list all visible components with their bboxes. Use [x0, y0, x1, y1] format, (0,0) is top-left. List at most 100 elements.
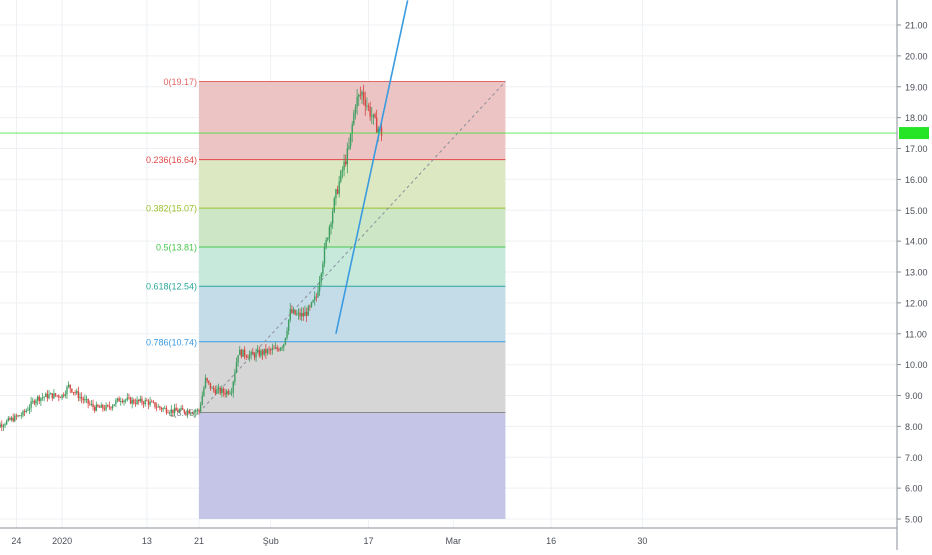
candle-body — [41, 397, 44, 399]
candle-body — [95, 404, 98, 411]
candle-body — [23, 411, 26, 413]
candle-body — [30, 401, 32, 408]
x-tick-label: Şub — [263, 536, 279, 546]
candle-body — [56, 395, 58, 397]
trendline[interactable] — [335, 0, 409, 334]
candle-body — [245, 355, 247, 358]
x-axis[interactable]: 24 2020 13 21 Şub 17 Mar 16 30 — [0, 527, 897, 546]
y-tick-label: 5.00 — [905, 515, 923, 525]
fib-zone-0.618 — [199, 286, 506, 342]
candle-body — [170, 409, 172, 413]
candle-body — [287, 319, 290, 331]
candle-body — [123, 400, 125, 403]
candle-body — [198, 409, 200, 412]
candle-body — [212, 387, 215, 390]
fib-zone-1 — [199, 412, 506, 519]
candle-body — [356, 97, 358, 108]
candle-body — [297, 312, 300, 315]
candle-body — [375, 117, 378, 133]
candle-body — [353, 112, 355, 125]
candle-body — [359, 94, 362, 96]
candle-body — [307, 306, 309, 316]
fib-level-label: 0.786(10.74) — [146, 337, 197, 347]
x-tick-label: Mar — [446, 536, 462, 546]
candle-body — [133, 399, 135, 404]
candle-body — [111, 405, 114, 409]
candle-body — [203, 387, 205, 396]
trend-line[interactable] — [335, 0, 409, 334]
candle-body — [214, 389, 216, 394]
candle-body — [190, 413, 192, 414]
candle-body — [253, 353, 256, 358]
candle-body — [195, 411, 197, 412]
candle-body — [294, 310, 296, 315]
candle-body — [209, 382, 212, 389]
candle-body — [341, 169, 344, 172]
candle-body — [235, 362, 238, 373]
candle-body — [283, 344, 285, 348]
candle-body — [74, 392, 76, 393]
candle-body — [136, 399, 138, 404]
candle-body — [276, 347, 278, 350]
candle-body — [14, 415, 16, 422]
candle-body — [258, 350, 261, 356]
candle-body — [369, 106, 371, 117]
candle-body — [265, 348, 267, 354]
candle-body — [340, 171, 342, 182]
candles — [0, 84, 383, 432]
candle-body — [305, 311, 308, 316]
candle-body — [36, 396, 39, 401]
candle-body — [248, 354, 251, 358]
candle-body — [261, 350, 264, 355]
candle-body — [116, 398, 119, 401]
candle-body — [92, 403, 94, 408]
candle-body — [87, 398, 89, 404]
candle-body — [178, 410, 181, 413]
candle-body — [221, 388, 223, 394]
candle-body — [372, 114, 375, 117]
candle-body — [222, 388, 225, 393]
candle-body — [273, 348, 275, 350]
candle-body — [139, 398, 142, 402]
candle-body — [226, 391, 228, 395]
candle-body — [266, 349, 269, 354]
candle-body — [107, 405, 109, 407]
candle-body — [146, 400, 148, 401]
candle-body — [157, 406, 159, 408]
candle-body — [281, 347, 283, 349]
candle-body — [93, 407, 96, 411]
candle-body — [208, 380, 210, 383]
candle-body — [175, 407, 177, 411]
candle-body — [59, 397, 62, 399]
candle-body — [349, 133, 352, 147]
candle-body — [201, 395, 203, 405]
fibonacci-labels: 0(19.17) 0.236(16.64) 0.382(15.07) 0.5(13.8… — [146, 77, 197, 418]
candle-body — [67, 384, 70, 387]
y-tick-label: 11.00 — [905, 329, 927, 339]
candle-body — [46, 393, 49, 399]
candle-body — [331, 211, 334, 224]
candle-body — [63, 394, 65, 396]
candle-body — [182, 408, 184, 410]
candle-body — [82, 398, 84, 401]
fib-level-label: 0.5(13.81) — [156, 242, 197, 252]
candle-body — [22, 411, 24, 416]
candle-body — [279, 348, 282, 351]
candle-body — [309, 306, 311, 308]
candle-body — [172, 409, 174, 414]
y-axis[interactable]: 5.00 6.00 7.00 8.00 9.00 10.00 11.00 12.00 13.00… — [896, 0, 928, 550]
candle-body — [159, 406, 161, 409]
candle-body — [9, 418, 11, 420]
candle-body — [196, 409, 199, 412]
candle-body — [314, 296, 316, 301]
candle-body — [90, 403, 93, 405]
fib-level-label: 0.382(15.07) — [146, 204, 197, 214]
candle-body — [255, 352, 257, 358]
candle-body — [98, 406, 101, 408]
candle-body — [89, 403, 91, 405]
candle-body — [204, 378, 207, 388]
candle-body — [312, 300, 314, 303]
candle-body — [177, 410, 179, 413]
candle-body — [284, 337, 287, 345]
candle-body — [80, 397, 83, 399]
